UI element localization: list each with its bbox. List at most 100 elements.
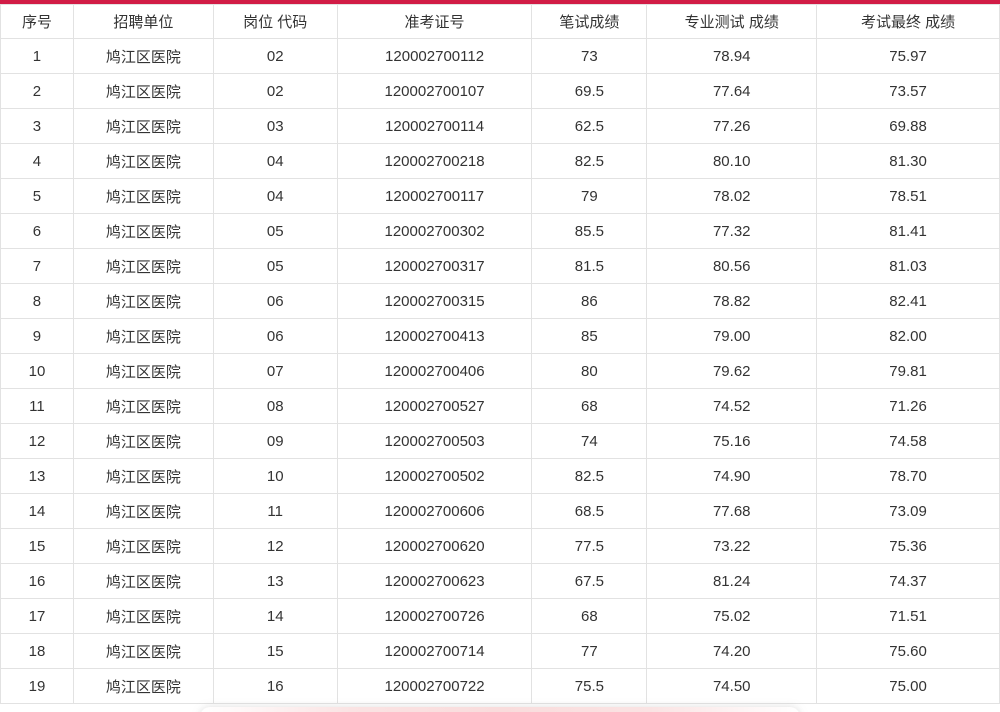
- table-row: 3 鸠江区医院 03 120002700114 62.5 77.26 69.88: [0, 108, 1000, 144]
- table-cell: 74: [531, 423, 648, 459]
- table-row: 19 鸠江区医院 16 120002700722 75.5 74.50 75.00: [0, 668, 1000, 704]
- table-cell: 120002700503: [336, 423, 533, 459]
- table-cell: 74.50: [646, 668, 818, 704]
- table-cell: 鸠江区医院: [72, 213, 214, 249]
- table-cell: 82.5: [531, 143, 648, 179]
- table-cell: 75.16: [646, 423, 818, 459]
- table-cell: 13: [0, 458, 74, 494]
- table-cell: 74.58: [816, 423, 1000, 459]
- table-cell: 81.24: [646, 563, 818, 599]
- table-cell: 02: [212, 73, 338, 109]
- table-cell: 鸠江区医院: [72, 598, 214, 634]
- table-row: 2 鸠江区医院 02 120002700107 69.5 77.64 73.57: [0, 73, 1000, 109]
- header-cell-4: 笔试成绩: [531, 4, 648, 39]
- table-cell: 鸠江区医院: [72, 73, 214, 109]
- table-cell: 04: [212, 178, 338, 214]
- table-cell: 120002700620: [336, 528, 533, 564]
- table-cell: 05: [212, 248, 338, 284]
- table-cell: 85: [531, 318, 648, 354]
- table-cell: 80.10: [646, 143, 818, 179]
- table-cell: 鸠江区医院: [72, 38, 214, 74]
- table-cell: 11: [212, 493, 338, 529]
- table-cell: 78.70: [816, 458, 1000, 494]
- table-cell: 75.60: [816, 633, 1000, 669]
- table-cell: 07: [212, 353, 338, 389]
- table-cell: 11: [0, 388, 74, 424]
- table-cell: 鸠江区医院: [72, 528, 214, 564]
- table-cell: 120002700117: [336, 178, 533, 214]
- table-cell: 79.62: [646, 353, 818, 389]
- table-cell: 69.88: [816, 108, 1000, 144]
- table-cell: 75.97: [816, 38, 1000, 74]
- table-cell: 19: [0, 668, 74, 704]
- table-row: 4 鸠江区医院 04 120002700218 82.5 80.10 81.30: [0, 143, 1000, 179]
- header-cell-3: 准考证号: [336, 4, 533, 39]
- table-cell: 78.94: [646, 38, 818, 74]
- table-cell: 120002700502: [336, 458, 533, 494]
- table-cell: 120002700114: [336, 108, 533, 144]
- table-cell: 16: [0, 563, 74, 599]
- table-cell: 15: [0, 528, 74, 564]
- table-cell: 78.82: [646, 283, 818, 319]
- table-cell: 13: [212, 563, 338, 599]
- table-cell: 78.02: [646, 178, 818, 214]
- table-cell: 鸠江区医院: [72, 108, 214, 144]
- table-cell: 鸠江区医院: [72, 318, 214, 354]
- table-cell: 6: [0, 213, 74, 249]
- table-cell: 73.09: [816, 493, 1000, 529]
- table-cell: 77.26: [646, 108, 818, 144]
- table-row: 8 鸠江区医院 06 120002700315 86 78.82 82.41: [0, 283, 1000, 319]
- table-cell: 120002700623: [336, 563, 533, 599]
- table-cell: 73.57: [816, 73, 1000, 109]
- table-cell: 120002700218: [336, 143, 533, 179]
- table-cell: 15: [212, 633, 338, 669]
- table-row: 16 鸠江区医院 13 120002700623 67.5 81.24 74.37: [0, 563, 1000, 599]
- table-cell: 74.20: [646, 633, 818, 669]
- table-cell: 06: [212, 283, 338, 319]
- header-cell-0: 序号: [0, 4, 74, 39]
- table-cell: 82.41: [816, 283, 1000, 319]
- table-cell: 3: [0, 108, 74, 144]
- table-cell: 18: [0, 633, 74, 669]
- table-cell: 74.90: [646, 458, 818, 494]
- table-row: 17 鸠江区医院 14 120002700726 68 75.02 71.51: [0, 598, 1000, 634]
- table-cell: 75.00: [816, 668, 1000, 704]
- table-cell: 鸠江区医院: [72, 458, 214, 494]
- table-cell: 120002700413: [336, 318, 533, 354]
- table-cell: 80.56: [646, 248, 818, 284]
- table-cell: 12: [0, 423, 74, 459]
- table-cell: 77.32: [646, 213, 818, 249]
- table-cell: 71.26: [816, 388, 1000, 424]
- table-cell: 120002700302: [336, 213, 533, 249]
- table-body: 1 鸠江区医院 02 120002700112 73 78.94 75.97 2 鸠江区医院 02…: [0, 38, 1000, 704]
- table-cell: 17: [0, 598, 74, 634]
- table-cell: 82.00: [816, 318, 1000, 354]
- table-cell: 5: [0, 178, 74, 214]
- table-cell: 2: [0, 73, 74, 109]
- table-cell: 120002700107: [336, 73, 533, 109]
- header-cell-6: 考试最终 成绩: [816, 4, 1000, 39]
- table-cell: 73: [531, 38, 648, 74]
- top-accent-bar: [0, 0, 1000, 4]
- table-cell: 73.22: [646, 528, 818, 564]
- table-cell: 08: [212, 388, 338, 424]
- table-cell: 75.5: [531, 668, 648, 704]
- table-cell: 79.00: [646, 318, 818, 354]
- table-cell: 鸠江区医院: [72, 668, 214, 704]
- table-row: 18 鸠江区医院 15 120002700714 77 74.20 75.60: [0, 633, 1000, 669]
- table-cell: 120002700722: [336, 668, 533, 704]
- table-cell: 鸠江区医院: [72, 353, 214, 389]
- table-cell: 14: [212, 598, 338, 634]
- table-cell: 86: [531, 283, 648, 319]
- table-cell: 120002700606: [336, 493, 533, 529]
- table-cell: 120002700315: [336, 283, 533, 319]
- table-row: 7 鸠江区医院 05 120002700317 81.5 80.56 81.03: [0, 248, 1000, 284]
- table-cell: 14: [0, 493, 74, 529]
- table-row: 11 鸠江区医院 08 120002700527 68 74.52 71.26: [0, 388, 1000, 424]
- table-cell: 80: [531, 353, 648, 389]
- table-row: 10 鸠江区医院 07 120002700406 80 79.62 79.81: [0, 353, 1000, 389]
- table-cell: 81.41: [816, 213, 1000, 249]
- table-cell: 68: [531, 598, 648, 634]
- table-cell: 120002700714: [336, 633, 533, 669]
- table-cell: 85.5: [531, 213, 648, 249]
